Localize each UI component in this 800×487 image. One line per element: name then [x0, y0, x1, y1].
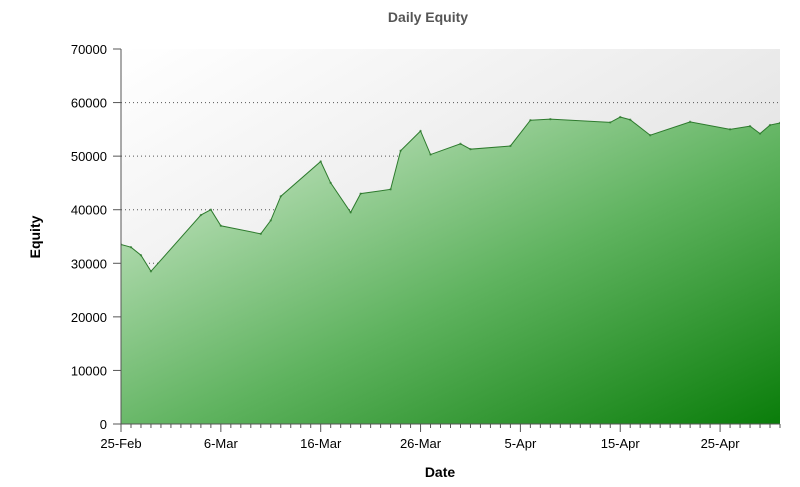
data-point-26	[648, 134, 652, 137]
data-point-10	[319, 160, 322, 163]
data-point-20	[509, 144, 512, 148]
data-point-17	[429, 153, 432, 156]
data-point-16	[419, 129, 422, 133]
data-point-3	[149, 270, 153, 273]
data-point-14	[389, 188, 392, 191]
data-point-32	[778, 121, 780, 125]
x-tick-label-1: 6-Mar	[204, 436, 239, 451]
y-tick-label-7: 70000	[71, 42, 107, 57]
data-point-22	[549, 117, 552, 121]
data-point-27	[688, 120, 692, 124]
y-tick-label-1: 10000	[71, 363, 107, 378]
data-point-29	[748, 124, 752, 128]
data-point-21	[529, 119, 532, 122]
y-tick-label-3: 30000	[71, 256, 107, 271]
data-point-25	[629, 118, 632, 121]
data-point-6	[219, 224, 223, 227]
x-tick-label-6: 25-Apr	[701, 436, 741, 451]
chart-title: Daily Equity	[388, 9, 468, 25]
data-point-15	[399, 149, 402, 152]
data-point-4	[199, 213, 203, 217]
data-point-28	[728, 128, 732, 131]
data-point-9	[279, 195, 282, 198]
area-layer	[121, 115, 780, 424]
y-axis-ticks: 0 10000 20000 30000 40000 50000 60000 70000	[71, 42, 121, 432]
x-axis-ticks: 25-Feb 6-Mar 16-Mar 26-Mar 5-Apr 15-Apr 25-Apr	[100, 424, 781, 451]
data-point-1	[129, 246, 133, 249]
x-axis-label: Date	[425, 464, 456, 480]
x-tick-label-5: 15-Apr	[601, 436, 641, 451]
data-point-30	[758, 132, 762, 135]
data-point-13	[359, 192, 362, 195]
data-point-5	[209, 208, 213, 211]
data-point-24	[619, 115, 622, 119]
y-axis-label: Equity	[27, 215, 43, 258]
data-point-31	[768, 123, 772, 127]
x-tick-label-4: 5-Apr	[504, 436, 536, 451]
x-tick-label-3: 26-Mar	[400, 436, 442, 451]
data-point-11	[329, 181, 332, 185]
data-point-7	[259, 232, 262, 236]
y-tick-label-2: 20000	[71, 310, 107, 325]
data-point-19	[469, 147, 472, 151]
data-point-23	[609, 121, 612, 124]
data-point-18	[459, 142, 462, 146]
y-tick-label-5: 50000	[71, 149, 107, 164]
y-tick-label-0: 0	[100, 417, 107, 432]
y-tick-label-4: 40000	[71, 203, 107, 218]
data-point-2	[139, 254, 143, 257]
y-tick-label-6: 60000	[71, 96, 107, 111]
x-tick-label-0: 25-Feb	[100, 436, 141, 451]
equity-area	[121, 117, 780, 424]
data-point-8	[269, 219, 272, 222]
data-point-12	[349, 211, 352, 214]
x-tick-label-2: 16-Mar	[300, 436, 342, 451]
